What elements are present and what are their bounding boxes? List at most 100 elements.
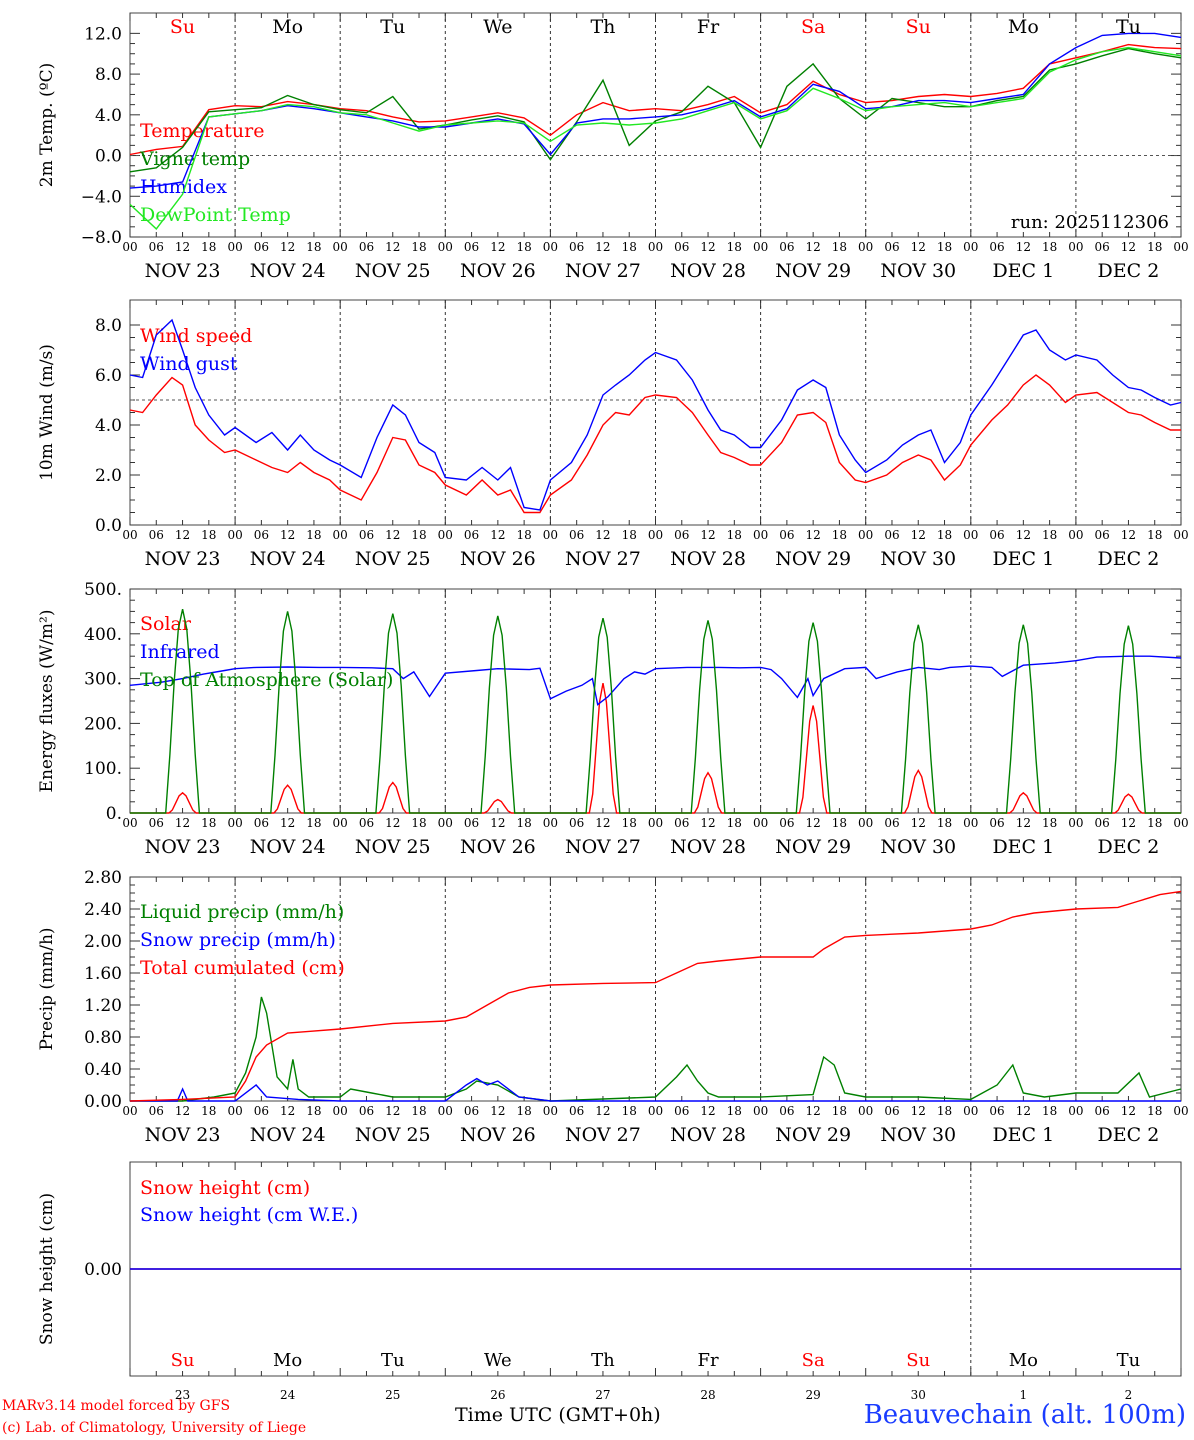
hour-tick-label: 00 bbox=[122, 240, 137, 254]
plot-frame bbox=[129, 588, 1182, 814]
model-credit: MARv3.14 model forced by GFS bbox=[2, 1398, 231, 1414]
date-label: NOV 30 bbox=[880, 548, 956, 570]
hour-tick-label: 12 bbox=[911, 1104, 926, 1118]
hour-tick-label: 00 bbox=[963, 528, 978, 542]
hour-tick-label: 12 bbox=[1016, 528, 1031, 542]
date-number-label: 1 bbox=[1020, 1388, 1028, 1402]
hour-tick-label: 12 bbox=[595, 1104, 610, 1118]
legend-dewpoint-temp: DewPoint Temp bbox=[140, 204, 291, 226]
panel-4: 0.00 0.40 0.80 1.20 1.60 2.00 2.40 2.80 Precip (… bbox=[37, 868, 1182, 1112]
hour-tick-label: 06 bbox=[674, 1104, 689, 1118]
y-tick-label: 1.20 bbox=[84, 996, 122, 1016]
hour-tick-label: 00 bbox=[333, 816, 348, 830]
weekday-row-top: Su Mo Tu We Th Fr Sa Su Mo Tu bbox=[170, 16, 1141, 38]
hour-tick-label: 12 bbox=[280, 528, 295, 542]
hour-tick-label: 00 bbox=[543, 240, 558, 254]
date-label: DEC 1 bbox=[992, 548, 1054, 570]
y-tick-label: 400. bbox=[84, 625, 122, 645]
y-tick-label: 4.0 bbox=[95, 416, 122, 436]
date-label: NOV 27 bbox=[565, 548, 641, 570]
legend-wind-gust: Wind gust bbox=[140, 353, 238, 375]
hour-tick-label: 00 bbox=[1068, 528, 1083, 542]
date-label: NOV 27 bbox=[565, 836, 641, 858]
hour-tick-label: 06 bbox=[884, 240, 899, 254]
series-wind-speed bbox=[129, 374, 1181, 514]
hour-tick-label: 06 bbox=[569, 1104, 584, 1118]
hour-tick-label: 18 bbox=[201, 240, 216, 254]
hour-tick-label: 00 bbox=[122, 528, 137, 542]
date-label: NOV 26 bbox=[460, 1124, 536, 1146]
hour-tick-label: 18 bbox=[516, 1104, 531, 1118]
y-tick-label: 0. bbox=[106, 804, 122, 824]
hour-tick-label: 06 bbox=[989, 240, 1004, 254]
y-tick-label: 2.0 bbox=[95, 466, 122, 486]
hour-tick-label: 18 bbox=[832, 1104, 847, 1118]
date-label: NOV 24 bbox=[250, 548, 326, 570]
panel-3: 0. 100. 200. 300. 400. 500. Energy fluxes (W/m… bbox=[37, 580, 1182, 824]
hour-tick-label: 06 bbox=[254, 816, 269, 830]
hour-axis-4: 00 06 12 18 00 06 12 18 00 06 12 18 00 06 12 18 00 06 12 18… bbox=[122, 1104, 1188, 1146]
hour-tick-label: 12 bbox=[1016, 1104, 1031, 1118]
date-label: NOV 29 bbox=[775, 1124, 851, 1146]
hour-tick-label: 06 bbox=[674, 240, 689, 254]
hour-tick-label: 00 bbox=[1173, 528, 1188, 542]
legend-temperature: Temperature bbox=[140, 120, 264, 142]
hour-tick-label: 06 bbox=[779, 1104, 794, 1118]
hour-tick-label: 18 bbox=[306, 1104, 321, 1118]
hour-tick-label: 00 bbox=[333, 240, 348, 254]
hour-tick-label: 00 bbox=[543, 1104, 558, 1118]
date-label: NOV 25 bbox=[355, 548, 431, 570]
hour-tick-label: 00 bbox=[333, 528, 348, 542]
date-number-label: 2 bbox=[1125, 1388, 1133, 1402]
legend-snow-precip-mm-h: Snow precip (mm/h) bbox=[140, 929, 336, 951]
hour-tick-label: 00 bbox=[858, 816, 873, 830]
hour-tick-label: 00 bbox=[227, 528, 242, 542]
hour-tick-label: 06 bbox=[1095, 528, 1110, 542]
series-liquid-precip-mm-h bbox=[130, 996, 1182, 1102]
series-snow-precip-mm-h bbox=[130, 1077, 1181, 1102]
hour-tick-label: 00 bbox=[648, 528, 663, 542]
hour-tick-label: 18 bbox=[516, 816, 531, 830]
series-dewpoint-temp bbox=[129, 46, 1182, 230]
date-label: NOV 29 bbox=[775, 548, 851, 570]
hour-tick-label: 00 bbox=[753, 1104, 768, 1118]
hour-tick-label: 00 bbox=[753, 240, 768, 254]
hour-tick-label: 12 bbox=[1121, 240, 1136, 254]
hour-tick-label: 06 bbox=[254, 528, 269, 542]
weekday-label: Su bbox=[906, 1350, 930, 1371]
y-tick-label: 8.0 bbox=[95, 316, 122, 336]
hour-axis-1: 00 06 12 18 00 06 12 18 00 06 12 18 00 06 12 18 00 06 12 18… bbox=[122, 240, 1188, 282]
hour-tick-label: 06 bbox=[149, 528, 164, 542]
date-number-label: 23 bbox=[175, 1388, 190, 1402]
hour-tick-label: 12 bbox=[175, 528, 190, 542]
hour-tick-label: 06 bbox=[884, 528, 899, 542]
y-tick-label: 1.60 bbox=[84, 964, 122, 984]
y-tick-label: 300. bbox=[84, 670, 122, 690]
hour-tick-label: 06 bbox=[464, 816, 479, 830]
hour-tick-label: 12 bbox=[595, 816, 610, 830]
date-label: NOV 28 bbox=[670, 260, 746, 282]
date-number-label: 30 bbox=[911, 1388, 926, 1402]
hour-tick-label: 00 bbox=[333, 1104, 348, 1118]
hour-tick-label: 12 bbox=[385, 240, 400, 254]
hour-tick-label: 12 bbox=[700, 816, 715, 830]
hour-tick-label: 18 bbox=[201, 1104, 216, 1118]
hour-tick-label: 00 bbox=[438, 528, 453, 542]
hour-tick-label: 12 bbox=[490, 1104, 505, 1118]
hour-tick-label: 06 bbox=[1095, 1104, 1110, 1118]
hour-tick-label: 12 bbox=[1121, 528, 1136, 542]
hour-tick-label: 18 bbox=[937, 240, 952, 254]
hour-tick-label: 06 bbox=[569, 528, 584, 542]
hour-tick-label: 18 bbox=[832, 528, 847, 542]
hour-tick-label: 06 bbox=[1095, 816, 1110, 830]
hour-tick-label: 18 bbox=[622, 1104, 637, 1118]
weekday-label: Mo bbox=[272, 16, 303, 38]
series-top-of-atmosphere-solar bbox=[130, 609, 1181, 814]
hour-tick-label: 06 bbox=[359, 816, 374, 830]
hour-tick-label: 12 bbox=[595, 528, 610, 542]
hour-tick-label: 18 bbox=[937, 528, 952, 542]
y-tick-label: 8.0 bbox=[95, 65, 122, 85]
y-tick-label: 0.00 bbox=[84, 1092, 122, 1112]
date-label: NOV 23 bbox=[145, 548, 221, 570]
date-label: DEC 2 bbox=[1098, 548, 1160, 570]
